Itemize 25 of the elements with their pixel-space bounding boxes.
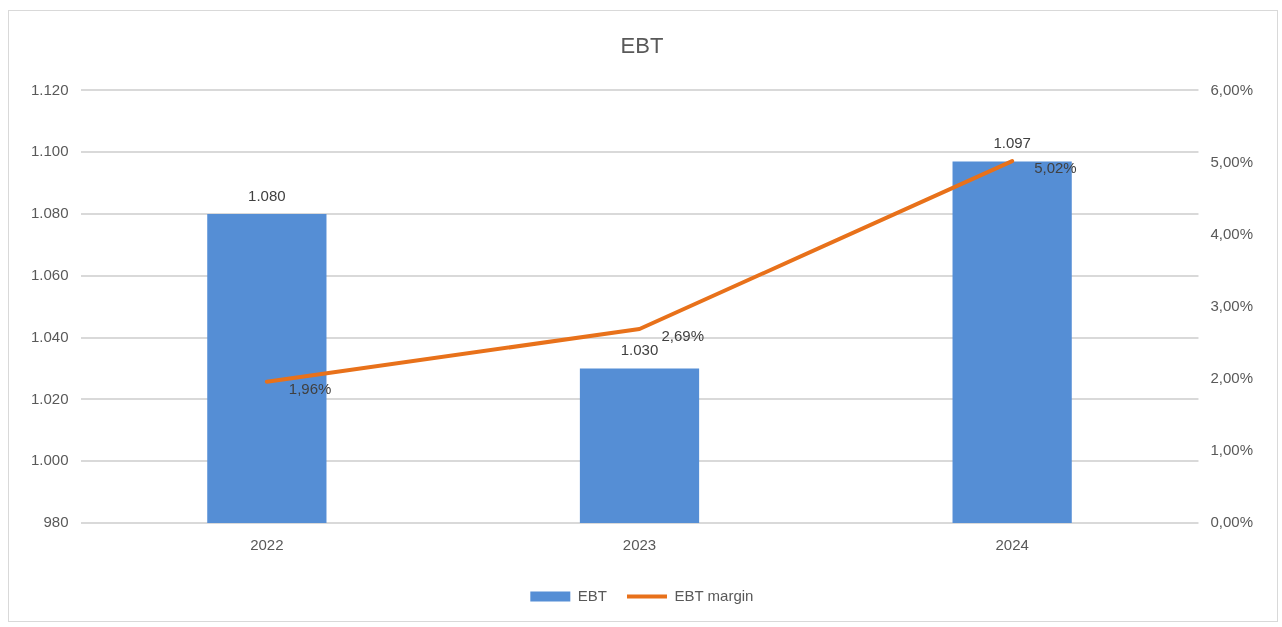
y-tick-label: 1.100	[30, 142, 69, 160]
y-tick-label: 1.000	[30, 451, 69, 469]
y2-tick-label: 6,00%	[1210, 80, 1254, 98]
x-tick-label: 2023	[622, 536, 657, 554]
y2-tick-label: 5,00%	[1210, 152, 1254, 170]
y-tick-label: 1.120	[30, 80, 69, 98]
y-tick-label: 1.040	[30, 327, 69, 345]
y2-tick-label: 4,00%	[1210, 224, 1254, 242]
y-tick-label: 1.020	[30, 389, 69, 407]
data-label: 2,69%	[661, 327, 705, 345]
y-tick-label: 980	[43, 513, 69, 531]
y-tick-label: 1.060	[30, 265, 69, 283]
x-tick-label: 2024	[995, 536, 1029, 554]
x-tick-label: 2022	[250, 536, 284, 554]
y-tick-label: 1.080	[30, 204, 69, 222]
data-label: 1.080	[248, 186, 286, 204]
y2-tick-label: 0,00%	[1210, 513, 1254, 531]
legend-label: EBT	[577, 586, 608, 604]
data-label: 1.097	[993, 134, 1031, 152]
y2-tick-label: 3,00%	[1210, 296, 1254, 314]
data-label: 1.030	[620, 341, 659, 359]
chart-title: EBT	[620, 33, 664, 59]
y2-tick-label: 1,00%	[1210, 441, 1254, 459]
y2-tick-label: 2,00%	[1210, 368, 1254, 386]
legend-label: EBT margin	[674, 586, 754, 604]
